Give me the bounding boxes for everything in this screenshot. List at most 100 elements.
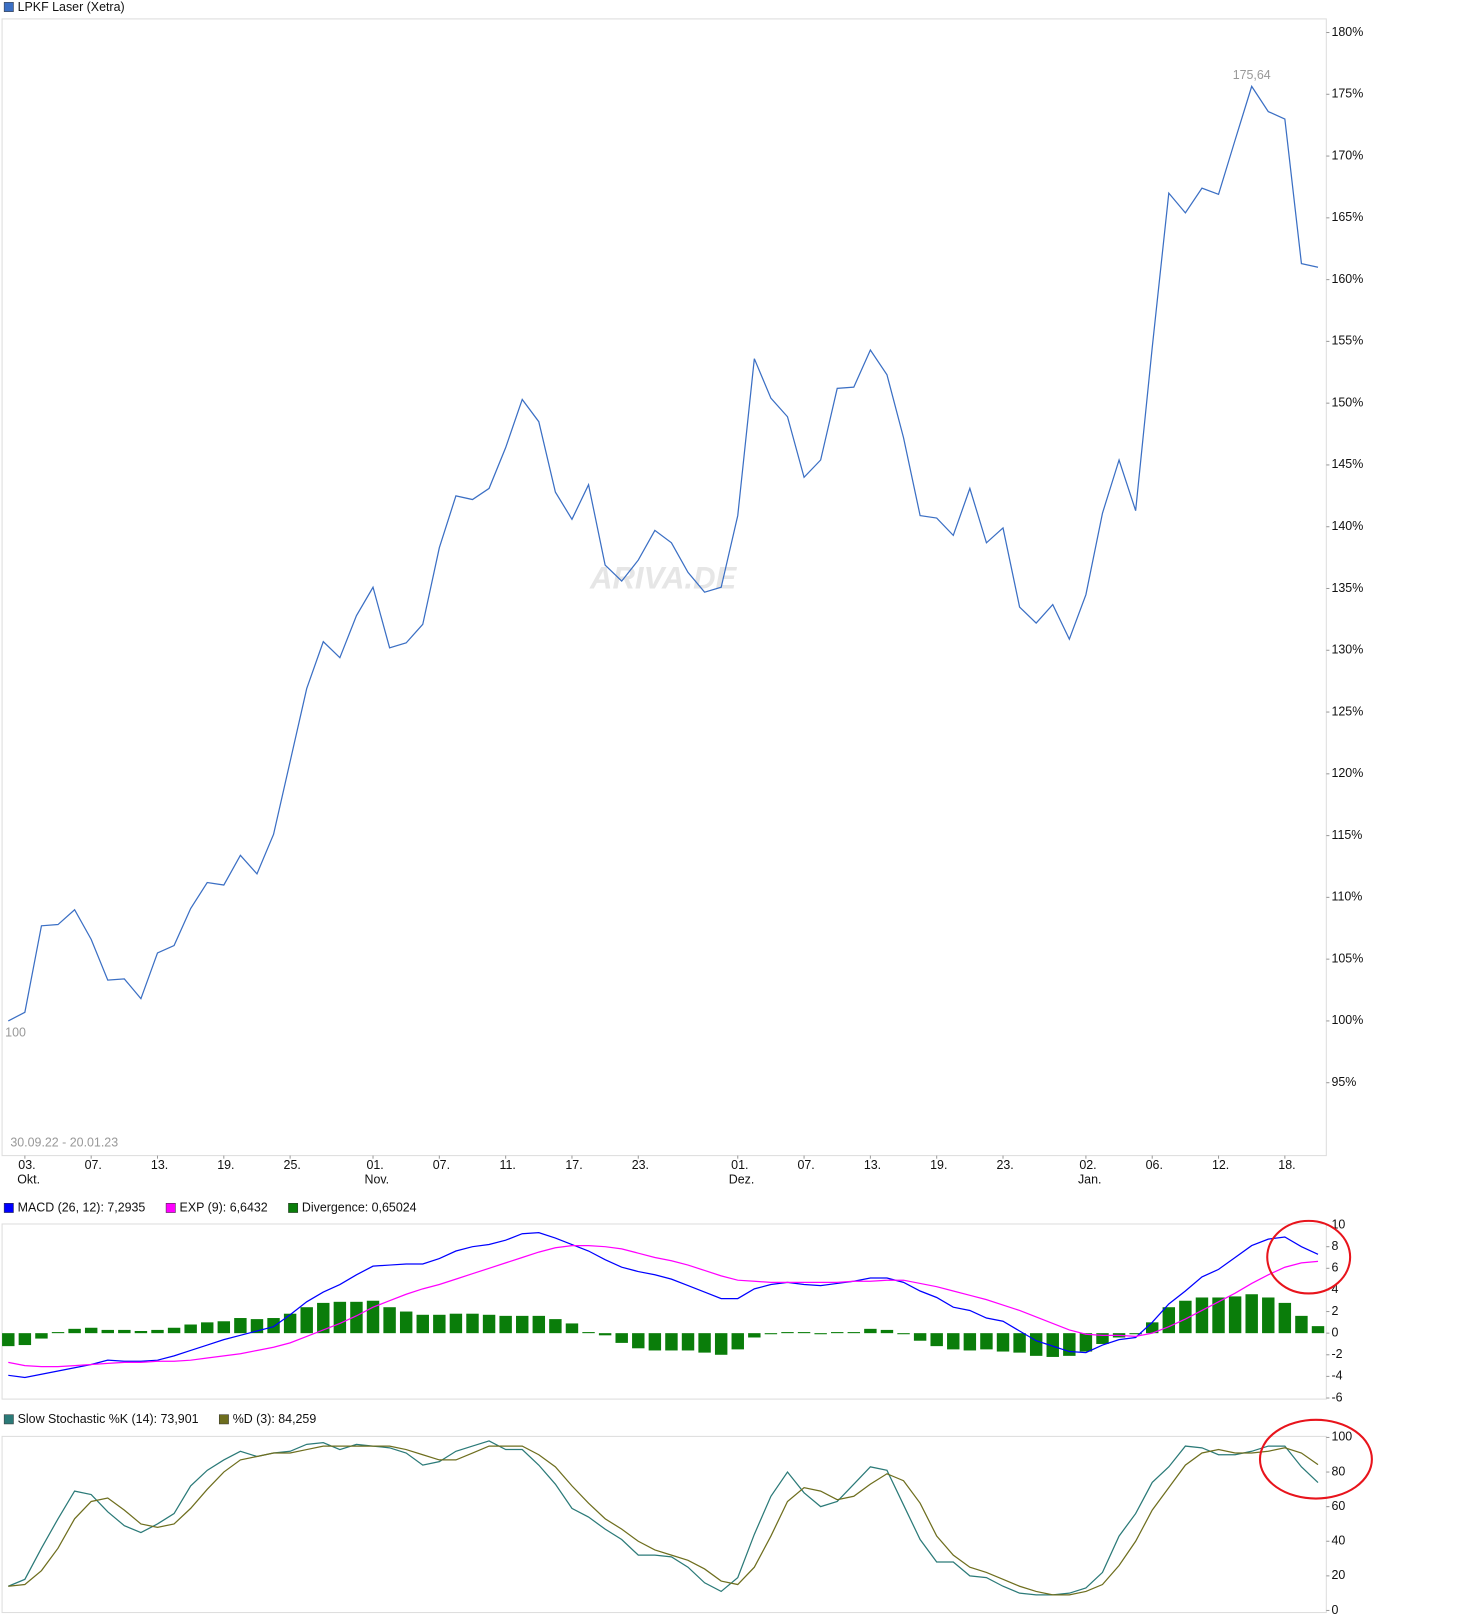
bar: [466, 1313, 479, 1334]
bar: [1046, 1333, 1059, 1357]
legend-label: MACD (26, 12): 7,2935: [18, 1201, 146, 1215]
annotation: 30.09.22 - 20.01.23: [10, 1135, 118, 1149]
bar: [68, 1328, 81, 1334]
price-line: [8, 84, 1319, 1022]
bar: [516, 1315, 529, 1334]
bar: [731, 1333, 744, 1350]
x-tick-label: 19.: [930, 1158, 947, 1172]
y-tick-label: 120%: [1331, 766, 1363, 780]
y-tick-label: -6: [1331, 1390, 1342, 1404]
x-tick-label: 17.: [565, 1158, 582, 1172]
bar: [864, 1328, 877, 1334]
bar: [831, 1332, 844, 1334]
y-tick-label: 80: [1331, 1464, 1345, 1478]
y-tick-label: 100: [1331, 1430, 1352, 1444]
bar: [681, 1333, 695, 1351]
x-tick-label: 19.: [217, 1158, 234, 1172]
legend-label: %D (3): 84,259: [233, 1412, 317, 1426]
y-tick-label: 150%: [1331, 395, 1363, 409]
x-tick-label: 23.: [632, 1158, 649, 1172]
bar: [416, 1314, 429, 1334]
bar: [499, 1315, 512, 1334]
bar: [449, 1313, 463, 1334]
bar: [996, 1333, 1010, 1352]
x-tick-label: 07.: [433, 1158, 450, 1172]
legend-label: Slow Stochastic %K (14): 73,901: [18, 1412, 199, 1426]
bar: [1311, 1326, 1325, 1334]
x-tick-label: 13.: [864, 1158, 881, 1172]
bar: [880, 1329, 894, 1334]
y-tick-label: 60: [1331, 1499, 1345, 1513]
y-tick-label: 165%: [1331, 210, 1363, 224]
x-tick-label: 18.: [1278, 1158, 1295, 1172]
bar: [134, 1330, 148, 1334]
y-tick-label: 160%: [1331, 272, 1363, 286]
y-tick-label: 40: [1331, 1534, 1345, 1548]
bar: [267, 1318, 280, 1334]
y-tick-label: 180%: [1331, 25, 1363, 39]
plot-frame: [1, 18, 1327, 1157]
bar: [565, 1323, 579, 1334]
layer: [1258, 1219, 1373, 1500]
y-tick-label: 130%: [1331, 643, 1363, 657]
series-line: [8, 1244, 1319, 1368]
bar: [1079, 1333, 1093, 1352]
legend-label: EXP (9): 6,6432: [180, 1201, 268, 1215]
highlight-circle: [1258, 1418, 1373, 1500]
legend-swatch: [165, 1203, 176, 1213]
bar: [333, 1301, 347, 1334]
legend-label: Divergence: 0,65024: [302, 1201, 417, 1215]
bar: [1179, 1300, 1192, 1334]
bar: [1029, 1333, 1043, 1356]
y-tick-label: 105%: [1331, 951, 1363, 965]
bar: [1063, 1333, 1076, 1356]
bar: [913, 1333, 927, 1341]
x-tick-label: 03. Okt.: [14, 1158, 40, 1187]
y-tick-label: 115%: [1331, 828, 1362, 842]
bar: [1262, 1297, 1275, 1334]
bar: [283, 1313, 297, 1334]
legend-swatch: [3, 1414, 14, 1425]
bar: [764, 1333, 778, 1335]
x-tick-label: 06.: [1146, 1158, 1163, 1172]
plot-frame: [1, 1223, 1327, 1400]
bar: [399, 1311, 413, 1334]
y-tick-label: 125%: [1331, 704, 1363, 718]
legend-swatch: [288, 1203, 299, 1213]
bar: [797, 1332, 811, 1334]
x-tick-label: 01. Nov.: [361, 1158, 389, 1187]
bar: [980, 1333, 993, 1350]
x-tick-label: 11.: [500, 1158, 516, 1172]
y-tick-label: 140%: [1331, 519, 1363, 533]
x-tick-label: 25.: [284, 1158, 301, 1172]
bar: [1096, 1333, 1109, 1344]
watermark: ARIVA.DE: [589, 561, 737, 596]
series-line: [8, 1440, 1319, 1596]
y-tick-label: 0: [1331, 1325, 1338, 1339]
bar: [118, 1329, 131, 1334]
x-tick-label: 01. Dez.: [725, 1158, 754, 1187]
bar: [84, 1327, 98, 1334]
bar: [433, 1314, 446, 1334]
bar: [897, 1333, 910, 1335]
y-tick-label: -4: [1331, 1369, 1342, 1383]
bar: [632, 1333, 645, 1349]
chart-title: LPKF Laser (Xetra): [18, 0, 125, 14]
bar: [35, 1333, 48, 1339]
bar: [234, 1318, 247, 1334]
bar: [781, 1332, 794, 1334]
bar: [549, 1319, 562, 1334]
x-tick-label: 12.: [1212, 1158, 1229, 1172]
y-tick-label: 20: [1331, 1568, 1345, 1582]
bar: [963, 1333, 977, 1351]
bar: [598, 1333, 612, 1336]
y-tick-label: 135%: [1331, 581, 1363, 595]
y-tick-label: 6: [1331, 1261, 1338, 1275]
highlight-circle: [1266, 1219, 1352, 1295]
bar: [2, 1333, 15, 1347]
bar: [1195, 1297, 1209, 1334]
bar: [300, 1307, 313, 1334]
y-tick-label: 0: [1331, 1603, 1338, 1617]
